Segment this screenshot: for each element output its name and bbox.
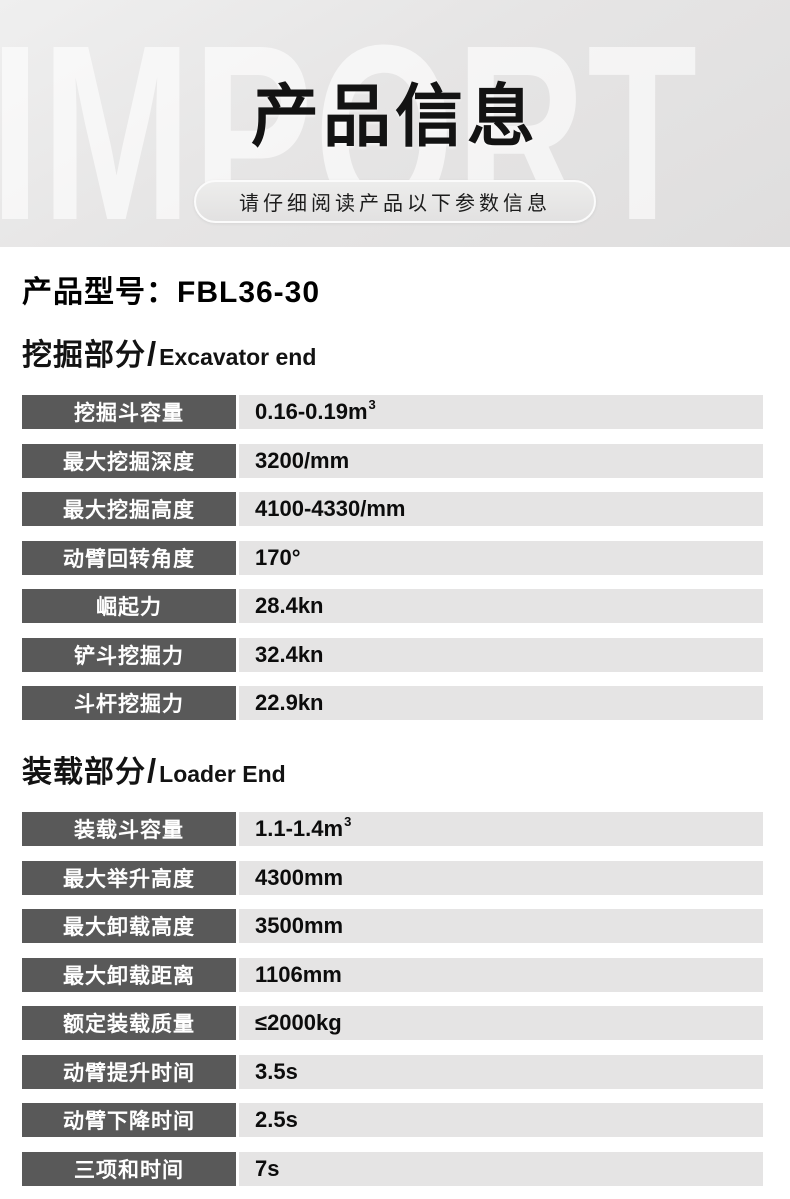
spec-label: 挖掘斗容量 bbox=[22, 395, 239, 429]
spec-value-superscript: 3 bbox=[344, 814, 352, 829]
spec-value-text: 28.4kn bbox=[255, 593, 324, 618]
table-row: 装载斗容量 1.1-1.4m 3 bbox=[22, 812, 763, 846]
spec-value: 3200/mm bbox=[239, 443, 763, 478]
spec-value-text: 4100-4330/mm bbox=[255, 496, 406, 521]
spec-value-text: 1106mm bbox=[255, 961, 342, 987]
spec-label: 最大卸载距离 bbox=[22, 957, 239, 992]
spec-value-text: 7s bbox=[255, 1155, 280, 1181]
product-model-value: FBL36-30 bbox=[177, 276, 321, 309]
header-banner: IMPORT 产品信息 请仔细阅读产品以下参数信息 bbox=[0, 0, 790, 247]
spec-value: 1106mm bbox=[239, 957, 763, 992]
table-row: 最大卸载距离 1106mm bbox=[22, 957, 763, 992]
spec-value: 4100-4330/mm bbox=[239, 492, 763, 526]
spec-value: 22.9kn bbox=[239, 686, 763, 720]
spec-label: 动臂下降时间 bbox=[22, 1103, 239, 1137]
product-model-line: 产品型号：FBL36-30 bbox=[22, 276, 763, 310]
table-row: 动臂下降时间 2.5s bbox=[22, 1103, 763, 1137]
section-title-cn: 挖掘部分 bbox=[22, 339, 146, 372]
spec-value: 7s bbox=[239, 1151, 763, 1186]
spec-label: 装载斗容量 bbox=[22, 812, 239, 846]
spec-label: 铲斗挖掘力 bbox=[22, 637, 239, 672]
spec-value-text: 3.5s bbox=[255, 1058, 298, 1084]
spec-label: 最大举升高度 bbox=[22, 860, 239, 895]
table-row: 挖掘斗容量 0.16-0.19m 3 bbox=[22, 395, 763, 429]
spec-value: 0.16-0.19m 3 bbox=[239, 395, 763, 429]
table-row: 最大挖掘高度 4100-4330/mm bbox=[22, 492, 763, 526]
table-row: 最大举升高度 4300mm bbox=[22, 860, 763, 895]
section-title-cn: 装载部分 bbox=[22, 756, 146, 789]
table-row: 动臂回转角度 170° bbox=[22, 540, 763, 575]
spec-label: 动臂回转角度 bbox=[22, 540, 239, 575]
section-title-separator: / bbox=[147, 752, 157, 789]
section-title-en: Loader End bbox=[159, 761, 286, 787]
spec-value: 32.4kn bbox=[239, 637, 763, 672]
spec-value-text: 170° bbox=[255, 544, 301, 570]
table-row: 最大挖掘深度 3200/mm bbox=[22, 443, 763, 478]
spec-label: 最大挖掘深度 bbox=[22, 443, 239, 478]
section-title-excavator: 挖掘部分 / Excavator end bbox=[22, 336, 763, 375]
spec-value-text: 3500mm bbox=[255, 913, 344, 938]
table-row: 崛起力 28.4kn bbox=[22, 589, 763, 623]
spec-value: 1.1-1.4m 3 bbox=[239, 812, 763, 846]
spec-value: 3.5s bbox=[239, 1054, 763, 1089]
spec-value-text: 22.9kn bbox=[255, 690, 324, 715]
table-row: 动臂提升时间 3.5s bbox=[22, 1054, 763, 1089]
spec-label: 最大挖掘高度 bbox=[22, 492, 239, 526]
spec-label: 最大卸载高度 bbox=[22, 909, 239, 943]
spec-label: 斗杆挖掘力 bbox=[22, 686, 239, 720]
spec-value-text: 32.4kn bbox=[255, 641, 324, 667]
page-title: 产品信息 bbox=[250, 79, 539, 155]
product-model-label: 产品型号： bbox=[22, 276, 177, 309]
spec-value-text: 2.5s bbox=[255, 1107, 298, 1132]
spec-value-text: 4300mm bbox=[255, 864, 344, 890]
table-row: 铲斗挖掘力 32.4kn bbox=[22, 637, 763, 672]
spec-value: 28.4kn bbox=[239, 589, 763, 623]
spec-value: 170° bbox=[239, 540, 763, 575]
subtitle-text: 请仔细阅读产品以下参数信息 bbox=[239, 193, 551, 215]
spec-label: 三项和时间 bbox=[22, 1151, 239, 1186]
table-row: 额定装载质量 ≤2000kg bbox=[22, 1006, 763, 1040]
table-row: 三项和时间 7s bbox=[22, 1151, 763, 1186]
table-row: 斗杆挖掘力 22.9kn bbox=[22, 686, 763, 720]
spec-label: 崛起力 bbox=[22, 589, 239, 623]
spec-value: 2.5s bbox=[239, 1103, 763, 1137]
spec-value: ≤2000kg bbox=[239, 1006, 763, 1040]
spec-value: 4300mm bbox=[239, 860, 763, 895]
loader-spec-table: 装载斗容量 1.1-1.4m 3 最大举升高度 4300mm 最大卸载高度 350… bbox=[22, 812, 763, 1186]
subtitle-pill: 请仔细阅读产品以下参数信息 bbox=[194, 180, 596, 223]
spec-value-text: 0.16-0.19m bbox=[255, 399, 368, 424]
section-title-en: Excavator end bbox=[159, 344, 317, 370]
table-row: 最大卸载高度 3500mm bbox=[22, 909, 763, 943]
spec-label: 动臂提升时间 bbox=[22, 1054, 239, 1089]
content-area: 产品型号：FBL36-30 挖掘部分 / Excavator end 挖掘斗容量 0… bbox=[0, 276, 790, 1186]
spec-value-text: 1.1-1.4m bbox=[255, 816, 344, 841]
excavator-spec-table: 挖掘斗容量 0.16-0.19m 3 最大挖掘深度 3200/mm 最大挖掘高度 … bbox=[22, 395, 763, 720]
spec-value-superscript: 3 bbox=[368, 397, 376, 412]
spec-value: 3500mm bbox=[239, 909, 763, 943]
spec-value-text: ≤2000kg bbox=[255, 1010, 342, 1035]
spec-label: 额定装载质量 bbox=[22, 1006, 239, 1040]
spec-value-text: 3200/mm bbox=[255, 447, 350, 473]
section-title-loader: 装载部分 / Loader End bbox=[22, 753, 763, 792]
section-title-separator: / bbox=[147, 335, 157, 372]
